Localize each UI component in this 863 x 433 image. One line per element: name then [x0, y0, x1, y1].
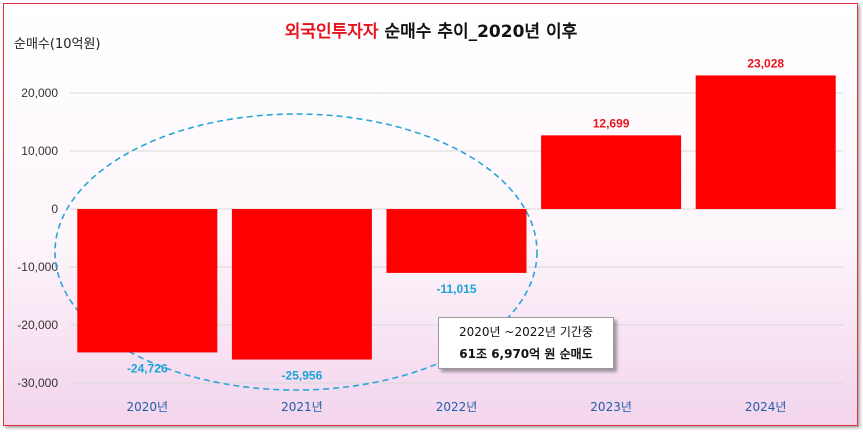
x-tick-label: 2024년	[745, 400, 787, 414]
y-axis-ticks: 20,000 10,000 0 -10,000 -20,000 -30,000	[17, 86, 58, 390]
y-tick-label: 0	[51, 202, 58, 216]
bar-1	[231, 209, 372, 360]
data-label-3: 12,699	[593, 116, 630, 130]
annotation-box: 2020년 ~2022년 기간중 61조 6,970억 원 순매도	[438, 317, 614, 369]
bar-4	[695, 75, 836, 210]
x-tick-label: 2021년	[281, 400, 323, 414]
bar-2	[386, 209, 527, 273]
data-label-4: 23,028	[747, 56, 784, 70]
chart-title-highlight: 외국인투자자	[285, 22, 379, 42]
x-tick-label: 2023년	[590, 400, 632, 414]
bar-0	[77, 209, 218, 353]
y-axis-label: 순매수(10억원)	[14, 37, 101, 52]
x-axis-ticks: 2020년 2021년 2022년 2023년 2024년	[127, 400, 787, 414]
y-tick-label: -30,000	[17, 376, 58, 390]
x-tick-label: 2022년	[436, 400, 478, 414]
x-tick-label: 2020년	[127, 400, 169, 414]
data-label-1: -25,956	[282, 369, 323, 383]
y-tick-label: 20,000	[21, 86, 58, 100]
data-label-2: -11,015	[436, 282, 476, 296]
bars	[77, 75, 836, 360]
data-labels: -24,726 -25,956 -11,015 12,699 23,028	[127, 56, 784, 382]
chart-title-rest: 순매수 추이_2020년 이후	[379, 21, 578, 42]
annotation-line-2: 61조 6,970억 원 순매도	[459, 347, 593, 361]
data-label-0: -24,726	[127, 361, 168, 375]
highlight-ellipse	[54, 113, 538, 391]
annotation-line-1: 2020년 ~2022년 기간중	[459, 325, 593, 339]
y-tick-label: -20,000	[17, 318, 58, 332]
bar-3	[541, 135, 682, 209]
y-tick-label: 10,000	[21, 144, 58, 158]
chart-title: 외국인투자자 순매수 추이_2020년 이후	[285, 21, 578, 42]
y-tick-label: -10,000	[17, 260, 58, 274]
